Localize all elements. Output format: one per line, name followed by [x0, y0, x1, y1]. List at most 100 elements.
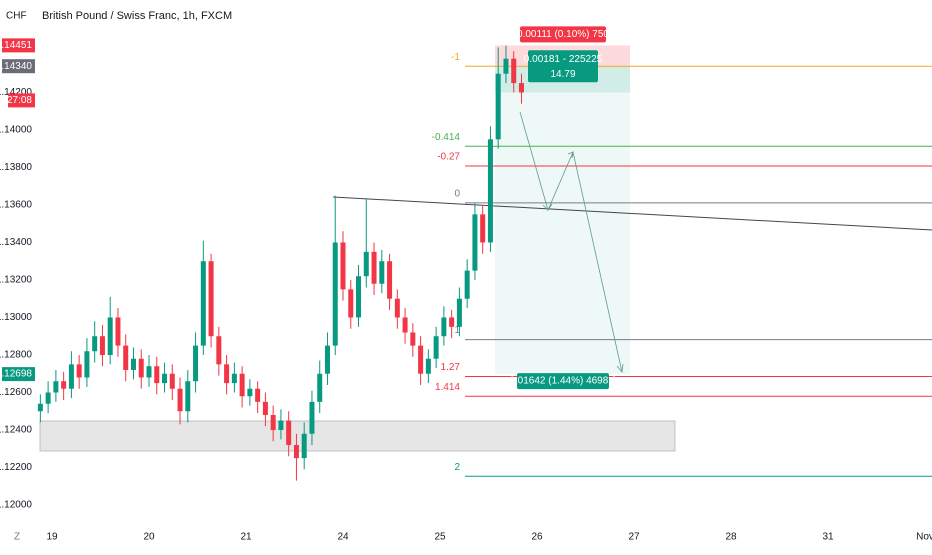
candle-body [208, 261, 214, 337]
x-tick-label: 26 [531, 532, 543, 543]
candle-body [324, 345, 330, 374]
price-tag-bg [2, 59, 35, 74]
candle-body [487, 139, 493, 243]
candle-body [45, 392, 51, 404]
zone [39, 420, 676, 452]
candle-body [216, 336, 222, 365]
fib-label: -0.414 [432, 132, 461, 143]
candle-body [200, 261, 206, 346]
y-tick-label: 1.13000 [0, 312, 32, 323]
x-tick-label: 31 [822, 532, 834, 543]
candle-body [262, 401, 268, 415]
price-tag-bg [2, 38, 35, 53]
candle-body [193, 345, 199, 382]
target-label-bg [517, 373, 609, 390]
candle-body [68, 364, 74, 389]
y-tick-label: 1.12200 [0, 462, 32, 473]
candle-body [410, 332, 416, 346]
candle-body [309, 401, 315, 434]
candle-body [239, 373, 245, 397]
fib-label: 0 [454, 189, 460, 200]
candle-body [138, 358, 144, 378]
x-tick-label: 28 [725, 532, 737, 543]
fib-label: -1 [451, 52, 460, 63]
candle-body [278, 420, 284, 430]
candle-body [224, 364, 230, 384]
entry-label-bg [528, 50, 598, 83]
candle-body [53, 381, 59, 393]
candle-body [441, 317, 447, 337]
x-tick-label: Nov [916, 532, 932, 543]
candle-body [503, 58, 509, 74]
entry-label: 0.00181 - 225225 [524, 54, 603, 65]
y-tick-label: 1.12000 [0, 500, 32, 511]
candle-body [293, 444, 299, 459]
target-label: 0.01642 (1.44%) 4698.2 [509, 376, 617, 387]
candle-body [379, 261, 385, 284]
projection-path [519, 111, 623, 373]
fib-label: 2 [454, 462, 460, 473]
candle-body [449, 317, 455, 327]
x-tick-label: 25 [434, 532, 446, 543]
fib-label: 1.414 [435, 382, 460, 393]
candle-body [37, 403, 43, 412]
ratio-label: 14.79 [550, 69, 575, 80]
candle-body [247, 388, 253, 397]
chart-title: British Pound / Swiss Franc, 1h, FXCM [42, 10, 232, 22]
fib-label: 1.27 [441, 362, 461, 373]
y-tick-label: 1.13600 [0, 200, 32, 211]
candle-body [495, 73, 501, 140]
candle-body [371, 251, 377, 284]
fib-label: 1 [454, 325, 460, 336]
y-tick-label: 1.14000 [0, 125, 32, 136]
fib-label: -0.27 [437, 152, 460, 163]
trendline [332, 196, 932, 231]
candle-body [185, 381, 191, 412]
candle-body [480, 214, 486, 243]
candle-body [177, 388, 183, 412]
candle-body [317, 373, 323, 402]
candle-body [464, 270, 470, 299]
x-tick-label: 19 [46, 532, 58, 543]
price-tag: 1.14340 [0, 61, 32, 72]
countdown-bg [8, 93, 35, 108]
candle-body [169, 373, 175, 389]
arrowhead [567, 151, 574, 159]
candle-body [61, 381, 67, 389]
candle-body [162, 373, 168, 384]
candle-body [107, 317, 113, 355]
countdown: 27:08 [7, 95, 32, 106]
candle-body [363, 251, 369, 277]
arrowhead [542, 203, 553, 211]
candle-body [99, 336, 105, 355]
candle-body [130, 358, 136, 370]
y-tick-label: 1.12800 [0, 350, 32, 361]
logo: Z [14, 532, 20, 543]
candle-body [356, 276, 362, 318]
currency-label: CHF [6, 11, 27, 22]
x-tick-label: 21 [240, 532, 252, 543]
candle-body [255, 388, 261, 402]
arrowhead [616, 363, 624, 373]
x-tick-label: 24 [337, 532, 349, 543]
price-tag: 1.12698 [0, 369, 32, 380]
y-tick-label: 1.12400 [0, 425, 32, 436]
candle-body [518, 83, 524, 93]
candle-body [433, 336, 439, 359]
candle-body [231, 373, 237, 384]
candle-body [270, 414, 276, 430]
candle-body [154, 366, 160, 384]
candle-body [286, 420, 292, 445]
x-tick-label: 20 [143, 532, 155, 543]
candle-body [332, 242, 338, 346]
y-tick-label: 1.14200 [0, 87, 32, 98]
y-tick-label: 1.13200 [0, 275, 32, 286]
candle-body [123, 345, 129, 370]
candle-body [472, 214, 478, 271]
candle-body [84, 351, 90, 378]
y-tick-label: 1.13800 [0, 162, 32, 173]
stop-label: 0.00111 (0.10%) 750 [517, 29, 609, 40]
stop-label-bg [520, 26, 606, 43]
